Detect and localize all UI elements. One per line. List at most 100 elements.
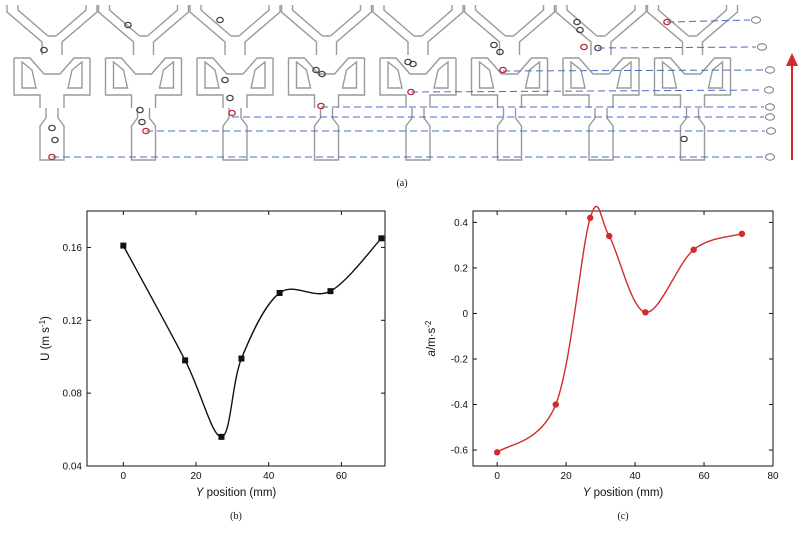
channel-frame — [6, 5, 98, 161]
channel-tube — [130, 108, 157, 161]
y-tick-label: 0.2 — [454, 263, 468, 274]
channel-tube — [679, 108, 706, 161]
y-axis-label: a/m·s-2 — [424, 320, 438, 356]
bubble — [138, 118, 146, 126]
bubble — [40, 46, 48, 54]
data-point — [606, 232, 613, 240]
bubble — [124, 21, 132, 29]
channel-tube — [405, 108, 431, 161]
x-tick-label: 60 — [336, 471, 348, 482]
panel-caption: (c) — [617, 511, 628, 522]
bubble — [136, 106, 144, 114]
plot-frame — [86, 210, 386, 467]
data-point — [120, 242, 127, 249]
bubble — [221, 76, 229, 84]
bubble-outline — [766, 127, 776, 135]
channel-funnel — [372, 5, 464, 55]
bubble-outline — [765, 113, 775, 121]
chart-b: 0 20 40 60 0.04 0.08 0.12 0.16 Y position (mm) U … — [38, 210, 386, 522]
y-tick-label: -0.6 — [451, 446, 469, 457]
channel-tube — [222, 108, 248, 161]
channel-chamber — [13, 57, 91, 108]
channel-frame — [646, 5, 739, 161]
chart-c: 0 20 40 60 80 -0.6 -0.4 -0.2 0 0.2 0.4 Y position (… — [424, 205, 779, 522]
y-axis-label: U (m s-1) — [38, 316, 52, 361]
data-point — [327, 288, 334, 295]
data-point — [738, 230, 746, 237]
x-tick-label: 80 — [767, 471, 779, 482]
x-tick-label: 20 — [561, 471, 573, 482]
panel-caption: (b) — [230, 511, 242, 522]
bubble — [409, 60, 417, 68]
tracked-bubble — [228, 109, 236, 117]
bubble — [216, 16, 224, 24]
channel-frame — [280, 5, 373, 161]
bubble-outline — [764, 86, 774, 94]
x-tick-label: 0 — [121, 471, 127, 482]
tracked-bubble — [580, 43, 588, 51]
data-point — [182, 357, 189, 364]
y-tick-label: 0.04 — [63, 462, 83, 473]
channel-funnel — [280, 5, 373, 55]
bubble-outline — [751, 16, 761, 24]
bubble — [490, 41, 498, 49]
x-tick-label: 20 — [190, 471, 202, 482]
bubble — [226, 94, 234, 102]
bubble — [496, 48, 504, 56]
y-axis-label-exponent: -2 — [424, 320, 433, 328]
channel-chamber — [562, 57, 640, 108]
series-line — [496, 205, 743, 453]
bubble — [573, 18, 581, 26]
series-line — [122, 237, 382, 438]
tracking-line — [410, 89, 764, 93]
channel-chamber — [379, 57, 457, 108]
tracked-bubble — [499, 66, 507, 74]
bubble — [48, 124, 56, 132]
panel-a-caption: (a) — [396, 178, 407, 189]
bubble — [318, 70, 326, 78]
bubble-outline — [765, 66, 775, 74]
x-axis-label: Y position (mm) — [196, 487, 277, 499]
bubble-outline — [765, 153, 775, 161]
x-tick-label: 60 — [698, 471, 710, 482]
data-point — [378, 235, 385, 242]
channel-chamber — [196, 57, 274, 108]
bubble — [312, 66, 320, 74]
y-tick-label: 0.08 — [63, 389, 83, 400]
y-tick-label: 0.4 — [454, 218, 468, 229]
y-axis-label-close: ) — [40, 316, 52, 320]
bubble — [51, 136, 59, 144]
x-tick-label: 40 — [263, 471, 275, 482]
data-point — [218, 433, 225, 440]
channel-funnel — [463, 5, 556, 55]
channel-chamber — [653, 57, 732, 108]
data-point — [238, 355, 245, 362]
x-axis-label-var: Y — [196, 487, 205, 499]
bubble-outline — [765, 103, 775, 111]
channel-frame — [189, 5, 281, 161]
x-axis-label-text: position (mm) — [590, 487, 663, 499]
channel-funnel — [97, 5, 190, 55]
y-tick-label: 0 — [462, 309, 468, 320]
data-point — [690, 246, 697, 253]
x-axis-label-text: position (mm) — [203, 487, 276, 499]
data-point — [493, 449, 501, 456]
channel-funnel — [6, 5, 98, 55]
channel-frame — [463, 5, 556, 161]
plot-frame — [472, 210, 774, 467]
y-axis-label-text: U (m s — [40, 327, 52, 361]
channel-tube — [39, 108, 65, 161]
y-axis-label-var: a — [426, 350, 438, 356]
channel-tube — [313, 108, 340, 161]
y-tick-label: -0.4 — [451, 400, 469, 411]
data-point — [587, 214, 594, 222]
y-axis-label-exponent: -1 — [38, 319, 47, 327]
upward-arrow-icon — [786, 53, 798, 160]
tracking-line — [666, 19, 751, 23]
panel-a-image — [6, 5, 776, 161]
channel-funnel — [646, 5, 739, 55]
channel-tube — [496, 108, 523, 161]
x-tick-label: 40 — [630, 471, 642, 482]
channel-chamber — [470, 57, 549, 108]
